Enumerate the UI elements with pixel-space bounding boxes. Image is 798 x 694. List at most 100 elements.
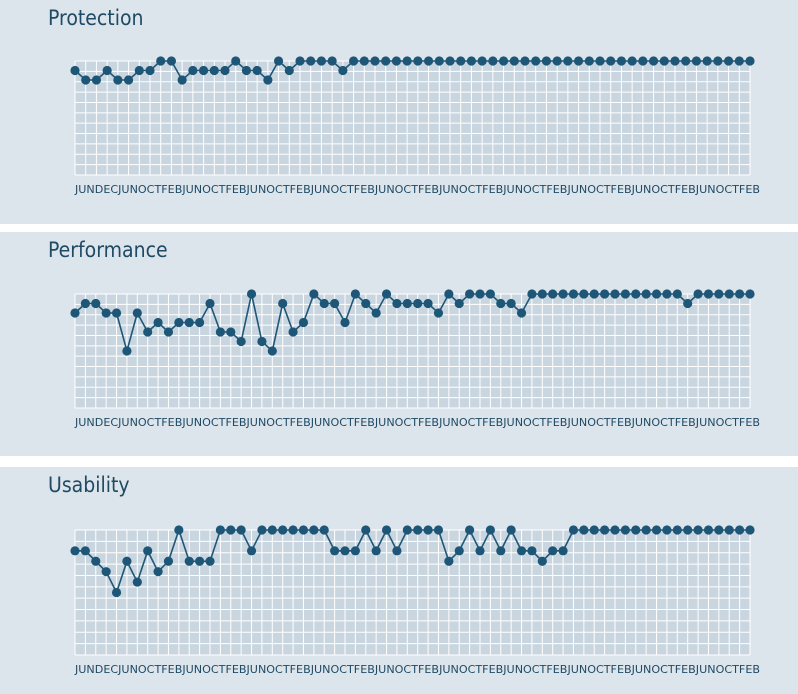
data-point <box>506 525 516 535</box>
data-point <box>198 65 209 76</box>
data-point <box>188 65 198 76</box>
series-line <box>74 59 750 82</box>
data-point <box>174 525 184 535</box>
data-point <box>278 298 288 309</box>
data-point <box>520 56 530 66</box>
data-point <box>456 56 466 66</box>
data-point <box>485 525 495 535</box>
data-point <box>338 65 348 76</box>
chart-title: Protection <box>48 6 144 30</box>
data-point <box>445 56 455 66</box>
data-point <box>205 556 215 566</box>
data-point <box>691 56 702 66</box>
performance-chart-panel: Performance JUNDECJUNOCTFEBJUNOCTFEBJUNO… <box>0 232 798 456</box>
data-point <box>541 56 552 66</box>
data-point <box>241 65 252 76</box>
data-point <box>516 308 527 318</box>
data-point <box>433 525 444 535</box>
data-point <box>361 298 371 309</box>
data-point <box>563 56 573 66</box>
data-point <box>402 298 412 309</box>
data-point <box>516 546 527 556</box>
data-point <box>558 546 568 556</box>
data-point <box>236 525 246 535</box>
data-point <box>316 56 327 66</box>
data-point <box>641 525 651 535</box>
usability-chart-panel: Usability JUNDECJUNOCTFEBJUNOCTFEBJUNOCT… <box>0 467 798 694</box>
data-point <box>402 56 412 66</box>
data-point <box>246 546 257 556</box>
data-point <box>122 556 132 566</box>
data-point <box>723 56 734 66</box>
data-point <box>423 56 434 66</box>
data-point <box>205 298 215 309</box>
data-point <box>620 289 630 299</box>
data-point <box>616 56 627 66</box>
data-point <box>589 525 599 535</box>
protection-chart: JUNDECJUNOCTFEBJUNOCTFEBJUNOCTFEBJUNOCTF… <box>70 56 760 196</box>
data-point <box>606 56 616 66</box>
data-point <box>651 289 662 299</box>
data-point <box>444 289 454 299</box>
data-point <box>309 525 319 535</box>
data-point <box>101 308 111 318</box>
data-point <box>184 556 194 566</box>
data-point <box>278 525 288 535</box>
data-point <box>423 525 433 535</box>
data-point <box>371 546 381 556</box>
data-point <box>306 56 316 66</box>
data-point <box>702 56 712 66</box>
data-point <box>215 327 225 337</box>
data-point <box>267 346 277 356</box>
data-point <box>91 556 101 566</box>
data-point <box>215 525 225 535</box>
data-point <box>163 327 174 337</box>
data-point <box>236 336 246 347</box>
chart-title: Usability <box>48 473 130 497</box>
data-point <box>226 525 236 535</box>
data-point <box>402 525 412 535</box>
data-point <box>80 298 90 309</box>
performance-chart: JUNDECJUNOCTFEBJUNOCTFEBJUNOCTFEBJUNOCTF… <box>70 289 760 429</box>
data-point <box>558 289 568 299</box>
data-point <box>231 56 241 66</box>
data-point <box>610 289 620 299</box>
data-point <box>681 56 691 66</box>
data-point <box>330 546 340 556</box>
data-point <box>391 56 402 66</box>
data-point <box>745 525 755 535</box>
data-point <box>298 317 309 328</box>
data-point <box>350 546 360 556</box>
data-point <box>156 56 166 66</box>
data-point <box>392 298 402 309</box>
x-tick-labels: JUNDECJUNOCTFEBJUNOCTFEBJUNOCTFEBJUNOCTF… <box>74 183 760 196</box>
data-point <box>672 525 682 535</box>
data-point <box>589 289 599 299</box>
data-point <box>102 65 112 76</box>
data-point <box>724 289 734 299</box>
data-point <box>267 525 277 535</box>
data-point <box>163 556 174 566</box>
data-point <box>433 308 444 318</box>
chart-title: Performance <box>48 238 168 262</box>
data-point <box>537 556 547 566</box>
data-point <box>309 289 319 299</box>
data-point <box>195 317 205 328</box>
data-point <box>631 289 641 299</box>
data-point <box>724 525 734 535</box>
data-point <box>257 525 267 535</box>
data-point <box>70 308 80 318</box>
data-point <box>527 546 537 556</box>
data-point <box>381 289 392 299</box>
data-point <box>568 525 579 535</box>
data-point <box>454 546 464 556</box>
data-point <box>122 346 132 356</box>
data-point <box>735 525 745 535</box>
data-point <box>359 56 369 66</box>
data-point <box>91 75 102 85</box>
data-point <box>371 308 381 318</box>
data-point <box>631 525 641 535</box>
data-point <box>745 56 755 66</box>
data-point <box>340 317 350 328</box>
data-point <box>714 289 724 299</box>
